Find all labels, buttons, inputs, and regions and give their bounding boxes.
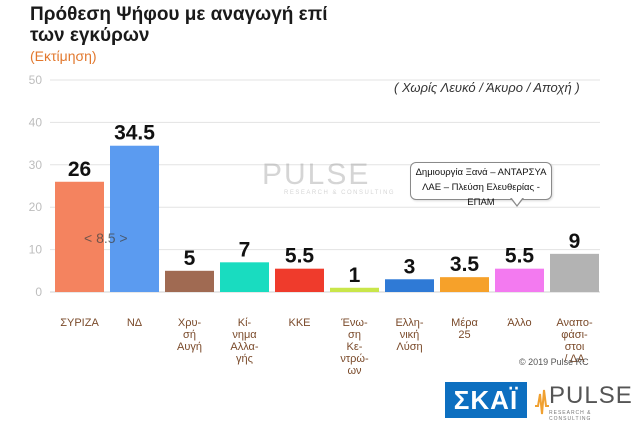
bar <box>330 287 379 292</box>
x-tick-label: Μέρα 25 <box>451 317 478 341</box>
x-tick-label: ΚΚΕ <box>288 317 310 329</box>
x-tick-label: ΝΔ <box>127 317 143 329</box>
pulse-wave-icon <box>535 389 549 415</box>
exclusion-note: ( Χωρίς Λευκό / Άκυρο / Αποχή ) <box>394 80 580 95</box>
y-tick-label: 10 <box>29 243 43 257</box>
bar <box>550 253 599 292</box>
callout-tail-inner <box>511 197 523 205</box>
chart-title: Πρόθεση Ψήφου με αναγωγή επί των εγκύρων <box>30 4 328 46</box>
bars <box>55 145 599 292</box>
y-tick-label: 50 <box>29 73 43 87</box>
bar <box>495 268 544 292</box>
x-tick-label: Ελλη-νική Λύση <box>395 317 423 353</box>
bar <box>440 277 489 292</box>
bar-value-label: 5 <box>184 247 196 270</box>
y-tick-label: 40 <box>29 115 43 129</box>
bar <box>385 279 434 292</box>
others-callout: Δημιουργία Ξανά – ΑΝΤΑΡΣΥΑ ΛΑΕ – Πλεύση … <box>410 162 552 208</box>
x-tick-label: Κί-νημα Αλλα-γής <box>230 317 259 365</box>
value-labels: 26 34.5 5 7 5.5 1 3 3.5 5.5 9 <box>68 122 581 287</box>
y-tick-label: 0 <box>35 285 42 299</box>
x-axis-labels: ΣΥΡΙΖΑ ΝΔ Χρυ-σή Αυγή Κί-νημα Αλλα-γής ΚΚΕ Ένω-… <box>60 317 593 377</box>
x-tick-label: Αναπο-φάσι-στοι / ΔΑ <box>556 317 593 365</box>
bar-value-label: 1 <box>349 264 361 287</box>
x-tick-label: Χρυ-σή Αυγή <box>177 317 202 353</box>
bar-value-label: 3.5 <box>450 253 480 276</box>
skai-logo: ΣΚΑΪ <box>445 382 527 418</box>
watermark-subtext: RESEARCH & CONSULTING <box>284 190 396 196</box>
bar-value-label: 3 <box>404 255 416 278</box>
bar-value-label: 26 <box>68 158 91 181</box>
bar <box>220 262 269 292</box>
chart-subtitle: (Εκτίμηση) <box>30 48 97 64</box>
callout-line-1: Δημιουργία Ξανά – ΑΝΤΑΡΣΥΑ <box>415 167 547 178</box>
watermark-text: PULSE <box>262 158 371 191</box>
bar-value-label: 7 <box>239 238 251 261</box>
pulse-watermark: PULSE RESEARCH & CONSULTING <box>262 158 395 196</box>
bar-value-label: 5.5 <box>505 245 535 268</box>
gap-label: < 8.5 > <box>84 230 128 246</box>
y-tick-label: 20 <box>29 200 43 214</box>
bar-value-label: 34.5 <box>114 122 155 145</box>
callout-line-2: ΛΑΕ – Πλεύση Ελευθερίας - ΕΠΑΜ <box>422 182 540 208</box>
x-tick-label: Άλλο <box>507 317 531 329</box>
pulse-logo-subtext: RESEARCH & CONSULTING <box>549 410 592 422</box>
pulse-logo: PULSE RESEARCH & CONSULTING <box>535 382 633 422</box>
x-tick-label: Ένω-ση Κε-ντρώ-ων <box>340 317 369 377</box>
x-tick-label: ΣΥΡΙΖΑ <box>60 317 99 329</box>
copyright: © 2019 Pulse RC <box>519 357 589 367</box>
y-axis: 0 10 20 30 40 50 <box>29 73 43 299</box>
bar-value-label: 5.5 <box>285 245 315 268</box>
pulse-logo-text: PULSE <box>549 382 633 409</box>
bar-value-label: 9 <box>569 230 581 253</box>
bar <box>110 145 159 292</box>
bar <box>55 181 104 292</box>
y-tick-label: 30 <box>29 158 43 172</box>
bar <box>275 268 324 292</box>
bar <box>165 270 214 292</box>
